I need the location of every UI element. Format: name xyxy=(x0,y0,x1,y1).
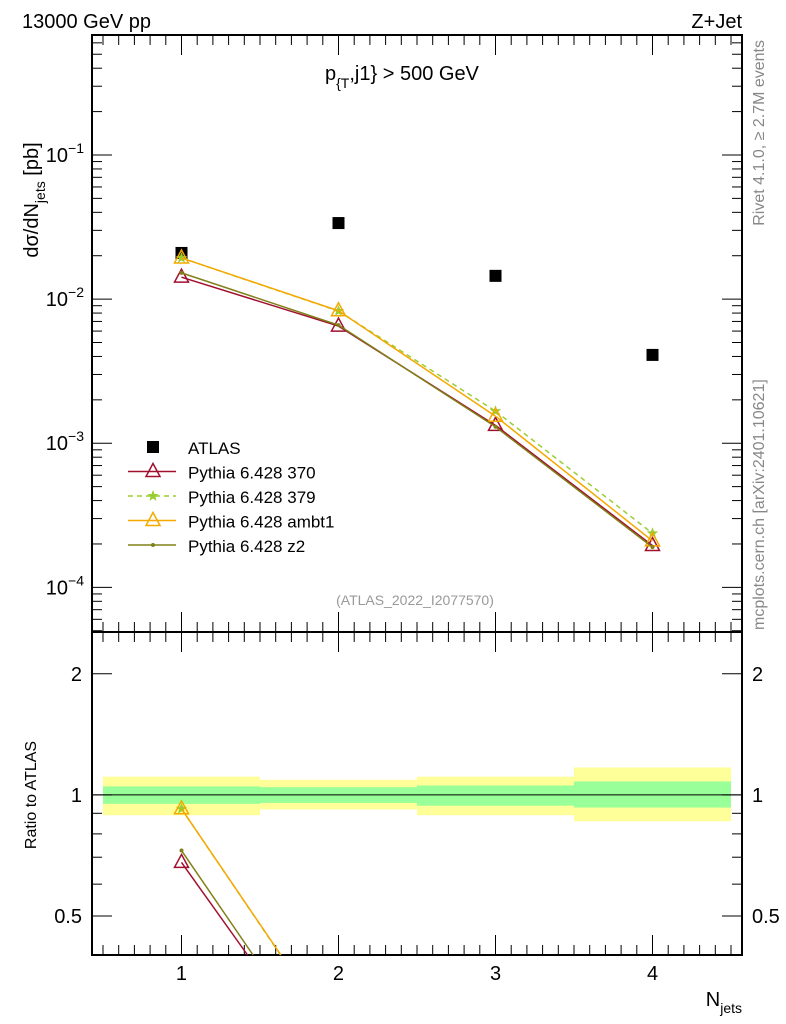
series-line-pythia-6-428-z2 xyxy=(181,272,339,326)
data-point-pythia-6-428-z2 xyxy=(493,424,498,429)
y-tick-label: 10−1 xyxy=(46,140,84,167)
mcplots-label: mcplots.cern.ch [arXiv:2401.10621] xyxy=(751,379,768,630)
plot-title: p{T,j1} > 500 GeV xyxy=(325,63,480,91)
legend-label-pythia-6-428-ambt1: Pythia 6.428 ambt1 xyxy=(188,513,334,532)
ratio-y-tick-label: 0.5 xyxy=(54,906,82,928)
series-line-pythia-6-428-370 xyxy=(181,276,339,327)
ratio-y-tick-label-right: 2 xyxy=(752,664,763,686)
main-series-group xyxy=(173,217,661,552)
data-point-atlas xyxy=(489,269,502,282)
series-line-pythia-6-428-ambt1 xyxy=(181,257,339,312)
ratio-point-pythia-6-428-ambt1 xyxy=(173,799,190,815)
legend-label-pythia-6-428-379: Pythia 6.428 379 xyxy=(188,488,316,507)
legend-label-atlas: ATLAS xyxy=(188,439,241,458)
x-tick-label: 4 xyxy=(647,963,658,985)
ratio-line-pythia-6-428-370 xyxy=(180,861,249,956)
ratio-y-tick-label-right: 0.5 xyxy=(752,906,780,928)
header-right: Z+Jet xyxy=(691,11,742,33)
series-line-pythia-6-428-379 xyxy=(495,410,653,534)
y-axis-label: dσ/dNjets [pb] xyxy=(21,142,48,257)
y-tick-label: 10−4 xyxy=(46,572,84,599)
ratio-point-pythia-6-428-370 xyxy=(173,852,190,869)
ratio-line-pythia-6-428-ambt1 xyxy=(180,808,282,956)
series-line-pythia-6-428-ambt1 xyxy=(495,415,653,542)
data-point-pythia-6-428-ambt1 xyxy=(330,301,347,317)
data-point-pythia-6-428-z2 xyxy=(650,545,655,550)
x-axis-label: Njets xyxy=(706,989,742,1016)
ratio-y-tick-label-right: 1 xyxy=(752,785,763,807)
series-line-pythia-6-428-z2 xyxy=(495,426,653,548)
uncertainty-band-green xyxy=(417,785,575,806)
x-tick-label: 2 xyxy=(333,963,344,985)
series-line-pythia-6-428-370 xyxy=(495,424,653,547)
y-tick-label: 10−2 xyxy=(46,284,84,311)
data-point-pythia-6-428-z2 xyxy=(179,270,184,275)
ratio-line-pythia-6-428-z2 xyxy=(180,850,254,956)
ratio-y-tick-label: 2 xyxy=(71,664,82,686)
legend-label-pythia-6-428-z2: Pythia 6.428 z2 xyxy=(188,537,305,556)
legend-marker-pythia-6-428-379 xyxy=(147,490,159,501)
data-point-pythia-6-428-z2 xyxy=(336,323,341,328)
data-point-pythia-6-428-379 xyxy=(175,252,188,263)
legend-marker-pythia-6-428-ambt1 xyxy=(144,510,162,527)
ratio-y-axis-label: Ratio to ATLAS xyxy=(23,741,40,849)
legend-label-pythia-6-428-370: Pythia 6.428 370 xyxy=(188,464,316,483)
legend-marker-pythia-6-428-370 xyxy=(144,461,162,478)
legend-marker-pythia-6-428-z2 xyxy=(151,543,155,547)
x-tick-label: 3 xyxy=(490,963,501,985)
series-line-pythia-6-428-ambt1 xyxy=(338,310,496,417)
analysis-id-annotation: (ATLAS_2022_I2077570) xyxy=(336,592,494,608)
ratio-series-group xyxy=(173,799,282,956)
y-tick-label: 10−3 xyxy=(46,428,84,455)
x-tick-label: 1 xyxy=(176,963,187,985)
data-point-pythia-6-428-ambt1 xyxy=(487,406,504,422)
ratio-point-pythia-6-428-379 xyxy=(175,802,188,814)
header-left: 13000 GeV pp xyxy=(22,11,151,33)
data-point-pythia-6-428-ambt1 xyxy=(173,248,190,264)
ratio-point-pythia-6-428-z2 xyxy=(179,848,184,853)
data-point-pythia-6-428-379 xyxy=(489,405,502,416)
ratio-y-tick-label: 1 xyxy=(71,785,82,807)
series-line-pythia-6-428-z2 xyxy=(338,324,496,428)
rivet-version-label: Rivet 4.1.0, ≥ 2.7M events xyxy=(751,40,768,226)
legend-marker-atlas xyxy=(147,441,159,453)
data-point-pythia-6-428-370 xyxy=(173,267,190,283)
data-point-atlas xyxy=(332,217,345,230)
data-point-atlas xyxy=(646,348,659,361)
